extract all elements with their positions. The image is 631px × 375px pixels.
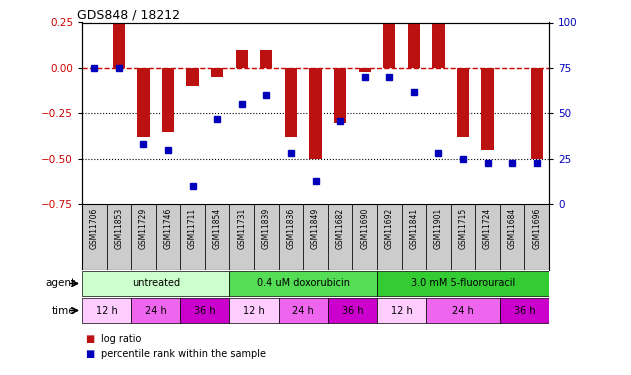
FancyBboxPatch shape: [475, 204, 500, 270]
Text: 36 h: 36 h: [194, 306, 216, 315]
Bar: [187, 68, 199, 86]
FancyBboxPatch shape: [205, 204, 230, 270]
Bar: [113, 22, 125, 68]
Bar: [211, 68, 223, 77]
FancyBboxPatch shape: [82, 297, 131, 324]
Text: 36 h: 36 h: [514, 306, 535, 315]
Bar: [408, 22, 420, 68]
Text: GSM11690: GSM11690: [360, 208, 369, 249]
FancyBboxPatch shape: [352, 204, 377, 270]
FancyBboxPatch shape: [230, 204, 254, 270]
Bar: [531, 68, 543, 159]
FancyBboxPatch shape: [327, 297, 377, 324]
Text: GSM11853: GSM11853: [114, 208, 124, 249]
FancyBboxPatch shape: [82, 204, 107, 270]
Text: time: time: [52, 306, 76, 315]
Bar: [162, 68, 174, 132]
FancyBboxPatch shape: [279, 297, 327, 324]
Text: GSM11682: GSM11682: [336, 208, 345, 249]
FancyBboxPatch shape: [377, 270, 549, 297]
Text: GSM11711: GSM11711: [188, 208, 197, 249]
FancyBboxPatch shape: [156, 204, 180, 270]
FancyBboxPatch shape: [426, 297, 500, 324]
FancyBboxPatch shape: [131, 297, 180, 324]
Text: GSM11724: GSM11724: [483, 208, 492, 249]
Text: agent: agent: [45, 279, 76, 288]
Bar: [334, 68, 346, 123]
Text: 24 h: 24 h: [452, 306, 474, 315]
Text: GSM11849: GSM11849: [311, 208, 320, 249]
Bar: [457, 68, 469, 137]
FancyBboxPatch shape: [451, 204, 475, 270]
Bar: [285, 68, 297, 137]
Text: percentile rank within the sample: percentile rank within the sample: [101, 349, 266, 359]
FancyBboxPatch shape: [180, 297, 230, 324]
Text: GDS848 / 18212: GDS848 / 18212: [78, 8, 180, 21]
Text: 12 h: 12 h: [391, 306, 413, 315]
Text: GSM11839: GSM11839: [262, 208, 271, 249]
Text: 3.0 mM 5-fluorouracil: 3.0 mM 5-fluorouracil: [411, 279, 515, 288]
Bar: [138, 68, 150, 137]
Text: GSM11706: GSM11706: [90, 208, 99, 249]
Text: 12 h: 12 h: [243, 306, 265, 315]
FancyBboxPatch shape: [524, 204, 549, 270]
Bar: [383, 22, 396, 68]
Text: 12 h: 12 h: [96, 306, 117, 315]
Bar: [432, 22, 444, 68]
Bar: [481, 68, 493, 150]
Text: GSM11901: GSM11901: [434, 208, 443, 249]
Text: GSM11841: GSM11841: [410, 208, 418, 249]
FancyBboxPatch shape: [426, 204, 451, 270]
Text: GSM11854: GSM11854: [213, 208, 221, 249]
FancyBboxPatch shape: [279, 204, 304, 270]
Text: untreated: untreated: [132, 279, 180, 288]
Text: GSM11684: GSM11684: [507, 208, 517, 249]
Bar: [309, 68, 322, 159]
Text: GSM11731: GSM11731: [237, 208, 246, 249]
Text: 36 h: 36 h: [341, 306, 363, 315]
Text: 24 h: 24 h: [292, 306, 314, 315]
FancyBboxPatch shape: [377, 297, 426, 324]
FancyBboxPatch shape: [131, 204, 156, 270]
FancyBboxPatch shape: [500, 297, 549, 324]
Text: ■: ■: [85, 334, 95, 344]
Text: GSM11692: GSM11692: [385, 208, 394, 249]
Text: GSM11836: GSM11836: [286, 208, 295, 249]
Text: ■: ■: [85, 349, 95, 359]
FancyBboxPatch shape: [327, 204, 352, 270]
FancyBboxPatch shape: [180, 204, 205, 270]
FancyBboxPatch shape: [500, 204, 524, 270]
Bar: [260, 50, 273, 68]
Text: log ratio: log ratio: [101, 334, 141, 344]
Bar: [358, 68, 371, 72]
Text: 0.4 uM doxorubicin: 0.4 uM doxorubicin: [257, 279, 350, 288]
FancyBboxPatch shape: [377, 204, 401, 270]
Text: GSM11729: GSM11729: [139, 208, 148, 249]
Bar: [235, 50, 248, 68]
FancyBboxPatch shape: [254, 204, 279, 270]
Text: GSM11715: GSM11715: [459, 208, 468, 249]
FancyBboxPatch shape: [107, 204, 131, 270]
FancyBboxPatch shape: [230, 297, 279, 324]
FancyBboxPatch shape: [304, 204, 327, 270]
Text: GSM11746: GSM11746: [163, 208, 172, 249]
Text: GSM11696: GSM11696: [532, 208, 541, 249]
FancyBboxPatch shape: [401, 204, 426, 270]
FancyBboxPatch shape: [230, 270, 377, 297]
FancyBboxPatch shape: [82, 270, 230, 297]
Text: 24 h: 24 h: [145, 306, 167, 315]
